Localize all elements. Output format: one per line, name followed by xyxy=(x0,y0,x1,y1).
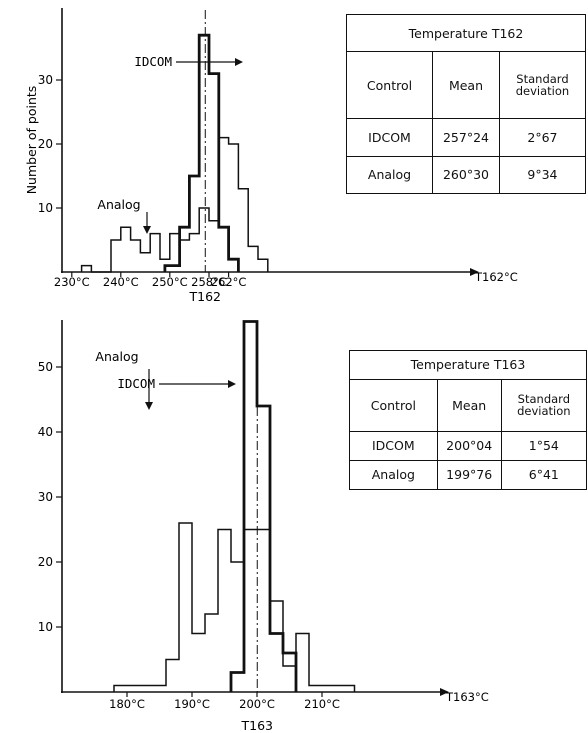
x-axis-label: T162 xyxy=(189,289,222,304)
table-row: IDCOM 200°04 1°54 xyxy=(349,430,588,461)
x-tick-label: 230°C xyxy=(54,275,90,289)
row-control: IDCOM xyxy=(349,430,438,461)
x-axis-arrow xyxy=(470,268,479,276)
x-tick-label: 240°C xyxy=(103,275,139,289)
y-tick-label: 20 xyxy=(38,137,53,151)
row-sd: 9°34 xyxy=(498,155,587,195)
header-mean: Mean xyxy=(436,379,502,432)
table-title-row: Temperature T162 xyxy=(346,13,586,53)
analog-histogram-series xyxy=(113,522,356,692)
x-tick-label: 250°C xyxy=(152,275,188,289)
analog-callout-label: Analog xyxy=(97,197,140,212)
row-control: IDCOM xyxy=(345,118,434,157)
x-tick-label: 258°C xyxy=(191,275,227,289)
header-control: Control xyxy=(345,51,434,120)
header-standard-deviation: Standard deviation xyxy=(498,51,587,120)
x-tick-label: 180°C xyxy=(109,697,145,711)
idcom-callout-label: IDCOM xyxy=(117,376,155,391)
header-control: Control xyxy=(349,379,438,432)
x-axis-end-label: T163°C xyxy=(445,690,489,704)
row-control: Analog xyxy=(349,459,438,491)
y-tick-label: 10 xyxy=(38,620,53,634)
y-tick-label: 40 xyxy=(38,425,53,439)
x-tick-label: 190°C xyxy=(174,697,210,711)
analog-callout-label: Analog xyxy=(95,349,138,364)
row-mean: 257°24 xyxy=(432,118,500,157)
header-standard-deviation: Standard deviation xyxy=(500,379,588,432)
row-sd: 2°67 xyxy=(498,118,587,157)
row-mean: 199°76 xyxy=(436,459,502,491)
y-tick-label: 30 xyxy=(38,490,53,504)
t163-histogram: 10 20 30 40 50 180°C 190°C 200°C 210°C T163°C T163… xyxy=(38,320,489,733)
table-row: Analog 199°76 6°41 xyxy=(349,459,588,491)
y-axis-label: Number of points xyxy=(24,86,39,195)
x-axis-end-label: T162°C xyxy=(474,270,518,284)
y-tick-label: 30 xyxy=(38,73,53,87)
analog-callout-arrowhead xyxy=(145,402,153,410)
y-tick-label: 50 xyxy=(38,360,53,374)
y-tick-label: 20 xyxy=(38,555,53,569)
table-title: Temperature T162 xyxy=(346,13,586,53)
idcom-callout-label: IDCOM xyxy=(134,54,172,69)
table-row: Analog 260°30 9°34 xyxy=(345,155,587,195)
x-tick-label: 200°C xyxy=(239,697,275,711)
t163-statistics-table: Temperature T163 Control Mean Standard d… xyxy=(349,349,588,491)
row-sd: 1°54 xyxy=(500,430,588,461)
analog-callout-arrowhead xyxy=(143,226,151,234)
header-mean: Mean xyxy=(432,51,500,120)
x-axis-arrow xyxy=(440,688,449,696)
x-axis-label: T163 xyxy=(241,718,274,733)
x-tick-label: 262°C xyxy=(211,275,247,289)
idcom-callout-arrowhead xyxy=(235,58,243,66)
table-header-row: Control Mean Standard deviation xyxy=(345,51,587,120)
idcom-histogram-series xyxy=(163,33,240,272)
table-title-row: Temperature T163 xyxy=(349,349,587,381)
idcom-callout-arrowhead xyxy=(228,380,236,388)
y-tick-label: 10 xyxy=(38,201,53,215)
row-sd: 6°41 xyxy=(500,459,588,491)
table-header-row: Control Mean Standard deviation xyxy=(349,379,588,432)
table-title: Temperature T163 xyxy=(349,349,587,381)
row-control: Analog xyxy=(345,155,434,195)
row-mean: 200°04 xyxy=(436,430,502,461)
t162-statistics-table: Temperature T162 Control Mean Standard d… xyxy=(345,13,587,195)
x-tick-label: 210°C xyxy=(304,697,340,711)
idcom-histogram-series xyxy=(229,320,298,692)
table-row: IDCOM 257°24 2°67 xyxy=(345,118,587,157)
row-mean: 260°30 xyxy=(432,155,500,195)
